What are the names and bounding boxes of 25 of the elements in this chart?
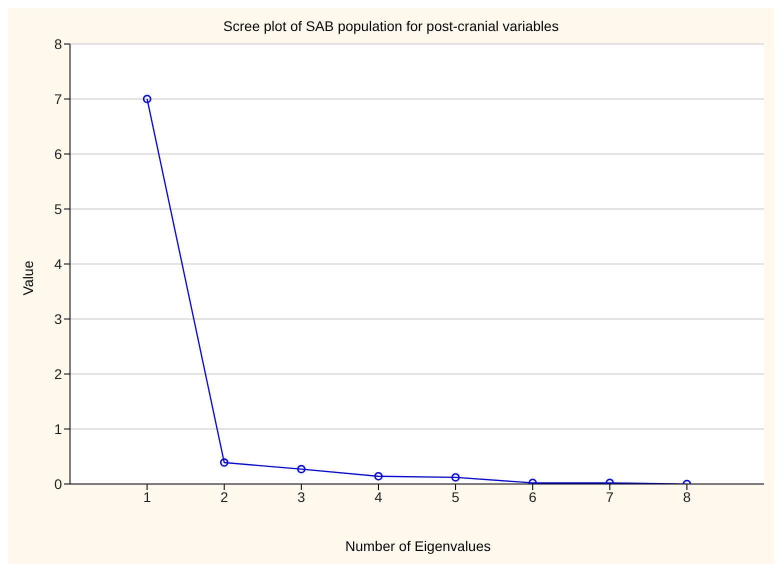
point: [297, 464, 306, 474]
x-tick-label: 5: [452, 488, 460, 505]
x-tick-label: 7: [606, 488, 614, 505]
x-tick-label: 4: [374, 488, 383, 505]
point: [451, 473, 460, 482]
y-axis-title: Value: [20, 260, 36, 296]
y-tick-label: 5: [54, 200, 62, 217]
x-tick-label: 3: [297, 488, 306, 505]
x-axis-title: Number of Eigenvalues: [344, 538, 492, 554]
x-tick-label: 6: [528, 488, 537, 505]
x-tick-label: 2: [220, 488, 228, 505]
y-tick-label: 7: [54, 90, 62, 107]
x-tick-label: 1: [143, 488, 152, 505]
y-tick-label: 0: [54, 476, 62, 492]
y-tick-label: 6: [54, 146, 62, 162]
point: [220, 458, 228, 467]
y-tick-label: 4: [54, 256, 62, 272]
y-tick-label: 2: [54, 366, 62, 382]
y-tick-label: 8: [54, 36, 62, 52]
point: [374, 472, 383, 481]
chart-title: Scree plot of SAB population for post-cranial variables: [222, 18, 560, 34]
x-tick-label: 8: [682, 488, 691, 505]
y-tick-label: 1: [54, 420, 62, 437]
y-tick-label: 3: [54, 310, 62, 327]
point: [142, 94, 152, 104]
